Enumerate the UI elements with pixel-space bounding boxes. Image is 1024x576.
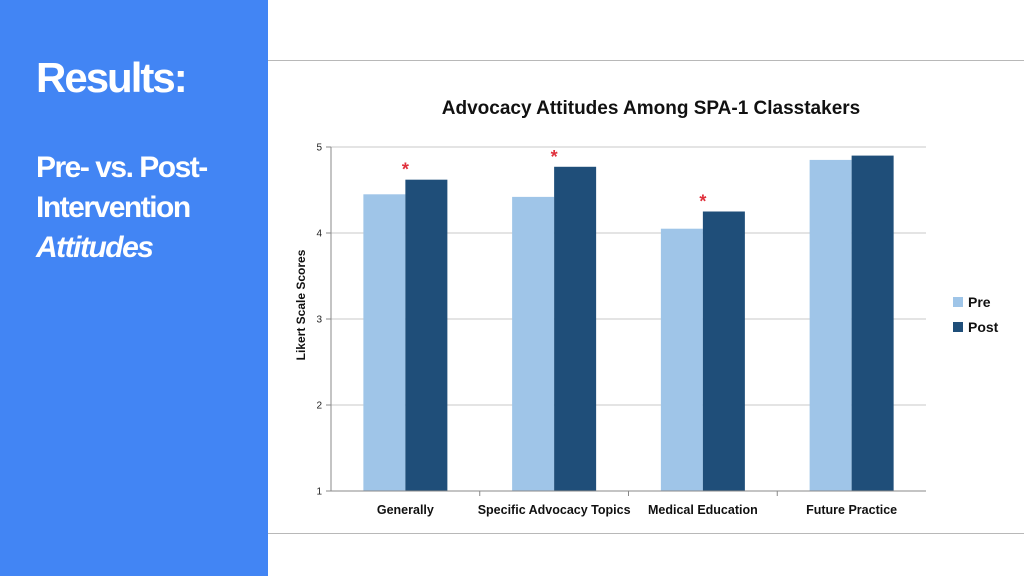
y-tick-label: 4	[316, 229, 322, 240]
bar-post	[851, 155, 894, 491]
bar-post	[405, 179, 448, 491]
subtitle-line-2: Intervention	[36, 191, 191, 224]
y-tick-label: 1	[316, 487, 322, 498]
chart-top-border	[268, 60, 1024, 61]
chart-bottom-border	[268, 533, 1024, 534]
y-axis-label: Likert Scale Scores	[294, 249, 308, 360]
bar-pre	[660, 228, 703, 491]
x-category-label: Medical Education	[648, 503, 758, 517]
bar-pre	[363, 194, 406, 492]
significance-marker: *	[699, 192, 706, 212]
chart-title: Advocacy Attitudes Among SPA-1 Classtake…	[442, 98, 860, 119]
significance-marker: *	[551, 147, 558, 167]
subtitle-line-1: Pre- vs. Post-	[36, 151, 208, 184]
x-category-label: Future Practice	[806, 503, 897, 517]
bars	[363, 155, 894, 492]
legend-label-post: Post	[968, 319, 999, 335]
subtitle-line-3: Attitudes	[36, 231, 154, 264]
legend-swatch-pre	[953, 297, 963, 307]
slide-title: Results:	[36, 54, 188, 101]
legend-label-pre: Pre	[968, 294, 991, 310]
y-tick-label: 2	[316, 401, 322, 412]
title-panel: Results: Pre- vs. Post- Intervention Att…	[0, 0, 268, 576]
bar-pre	[512, 196, 555, 491]
slide-subtitle: Pre- vs. Post- Intervention Attitudes	[36, 148, 208, 268]
bar-pre	[809, 159, 852, 491]
legend-swatch-post	[953, 322, 963, 332]
x-category-label: Specific Advocacy Topics	[478, 503, 631, 517]
y-tick-label: 5	[316, 143, 322, 154]
axes: 1 2 3 4 5	[316, 143, 926, 498]
x-category-label: Generally	[377, 503, 434, 517]
bar-chart: Advocacy Attitudes Among SPA-1 Classtake…	[294, 98, 999, 517]
y-tick-label: 3	[316, 315, 322, 326]
bar-post	[702, 211, 745, 491]
legend: Pre Post	[953, 294, 999, 335]
labels: Generally * Specific Advocacy Topics * Medic…	[377, 147, 897, 517]
bar-post	[554, 166, 597, 491]
significance-marker: *	[402, 160, 409, 180]
